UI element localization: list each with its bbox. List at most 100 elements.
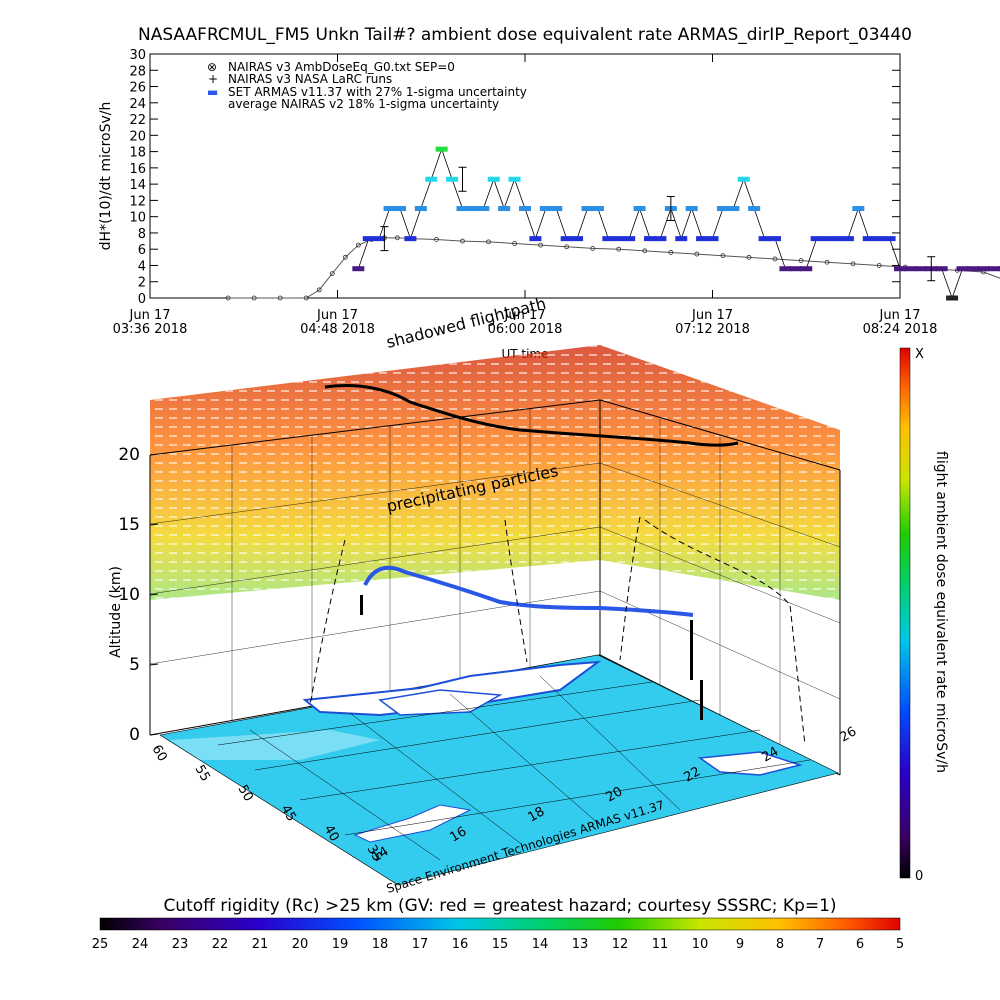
altitude-tick-mark: [149, 453, 159, 456]
latitude-tick-label: 55: [192, 763, 213, 785]
nairas-point: [512, 241, 517, 246]
armas-point: [716, 206, 729, 212]
longitude-tick-label: 14: [370, 844, 392, 865]
x-tick-time: 03:36 2018: [113, 322, 188, 337]
legend-symbol-nairas-v3: ⊗: [207, 60, 217, 74]
armas-point: [727, 206, 740, 212]
nairas-point: [342, 254, 348, 260]
armas-point: [362, 236, 375, 242]
flight-track: [363, 565, 694, 617]
x-tick-day: Jun 17: [316, 308, 358, 323]
longitude-tick-label: 22: [682, 764, 704, 785]
legend-label-armas: SET ARMAS v11.37 with 27% 1-sigma uncert…: [228, 85, 527, 99]
armas-point: [394, 206, 406, 212]
nairas-point: [303, 295, 309, 301]
armas-point: [831, 236, 844, 242]
longitude-tick-label: 20: [604, 784, 626, 805]
colorbar-tick-label: 13: [572, 937, 589, 952]
nairas-point: [798, 258, 804, 263]
armas-point: [623, 236, 636, 242]
armas-point: [821, 236, 834, 242]
altitude-tick-mark: [149, 663, 159, 666]
y-tick-label: 6: [138, 243, 146, 258]
latitude-ticks: 60 55 50 45 40 35: [149, 743, 385, 865]
armas-point: [633, 206, 646, 212]
colorbar-tick-label: 10: [692, 937, 709, 952]
colorbar-tick-label: 20: [292, 937, 309, 952]
armas-point: [487, 176, 500, 182]
armas-point: [977, 266, 990, 272]
nairas-point: [668, 250, 674, 255]
colorbar-tick-label: 19: [332, 937, 349, 952]
y-tick-label: 4: [138, 259, 146, 274]
y-tick-label: 30: [129, 48, 146, 63]
armas-point: [550, 206, 563, 212]
armas-point: [894, 266, 906, 272]
nairas-point: [538, 242, 544, 248]
nairas-point: [355, 242, 361, 248]
altitude-tick-label: 5: [129, 655, 140, 675]
armas-point: [383, 206, 396, 212]
armas-point: [966, 266, 979, 272]
colorbar-tick-label: 9: [736, 937, 744, 952]
latitude-tick-label: 35: [364, 843, 385, 865]
bottom-colorbar: [99, 917, 901, 931]
armas-point: [810, 236, 823, 242]
nairas-point: [694, 251, 700, 257]
armas-point: [904, 266, 917, 272]
nairas-point: [824, 259, 830, 265]
y-tick-label: 0: [138, 292, 146, 307]
longitude-tick-label: 26: [838, 724, 860, 745]
colorbar-tick-label: 16: [452, 937, 469, 952]
altitude-ticks: 0 5 10 15 20: [118, 445, 159, 745]
armas-point: [602, 236, 615, 242]
armas-point: [685, 206, 698, 212]
x-tick-time: 04:48 2018: [300, 322, 375, 337]
longitude-tick-label: 16: [448, 824, 470, 845]
armas-point: [508, 176, 521, 182]
armas-point: [737, 176, 750, 182]
nairas-point: [277, 295, 283, 301]
armas-point: [841, 236, 854, 242]
armas-point: [883, 236, 896, 242]
x-tick-day: Jun 17: [129, 308, 171, 323]
armas-point: [466, 206, 479, 212]
map-surface: [159, 654, 839, 886]
armas-point: [477, 206, 490, 212]
right-colorbar-top-label: X: [915, 347, 924, 362]
nairas-point: [746, 254, 752, 260]
x-tick-day: Jun 17: [691, 308, 733, 323]
colorbar-tick-label: 24: [132, 937, 149, 952]
colorbar-tick-label: 18: [372, 937, 389, 952]
altitude-dashed-profiles: [309, 516, 806, 746]
colorbar-tick-label: 17: [412, 937, 429, 952]
latitude-tick-label: 45: [278, 803, 299, 825]
colorbar-tick-label: 22: [212, 937, 229, 952]
armas-point: [373, 236, 386, 242]
latitude-tick-label: 60: [149, 743, 170, 765]
armas-point: [748, 206, 761, 212]
armas-point: [769, 236, 781, 242]
armas-point: [571, 236, 584, 242]
colorbar-tick-label: 15: [492, 937, 509, 952]
legend-label-nairas-v2: average NAIRAS v2 18% 1-sigma uncertaint…: [228, 97, 499, 111]
armas-point: [852, 206, 865, 212]
armas-line: [357, 147, 1000, 300]
armas-point: [498, 206, 511, 212]
nairas-point: [642, 248, 648, 254]
y-tick-label: 16: [129, 162, 146, 177]
altitude-tick-label: 0: [129, 725, 140, 745]
armas-point: [946, 295, 959, 301]
longitude-tick-label: 24: [760, 744, 782, 765]
y-tick-label: 18: [129, 146, 146, 161]
armas-point: [404, 236, 417, 242]
nairas-line: [228, 237, 1000, 299]
y-tick-label: 26: [129, 81, 146, 96]
nairas-point: [460, 238, 465, 244]
armas-point: [914, 266, 927, 272]
armas-point: [800, 266, 813, 272]
right-colorbar: [899, 347, 911, 879]
bottom-colorbar-title: Cutoff rigidity (Rc) >25 km (GV: red = g…: [163, 896, 836, 916]
altitude-tick-label: 10: [118, 585, 140, 605]
